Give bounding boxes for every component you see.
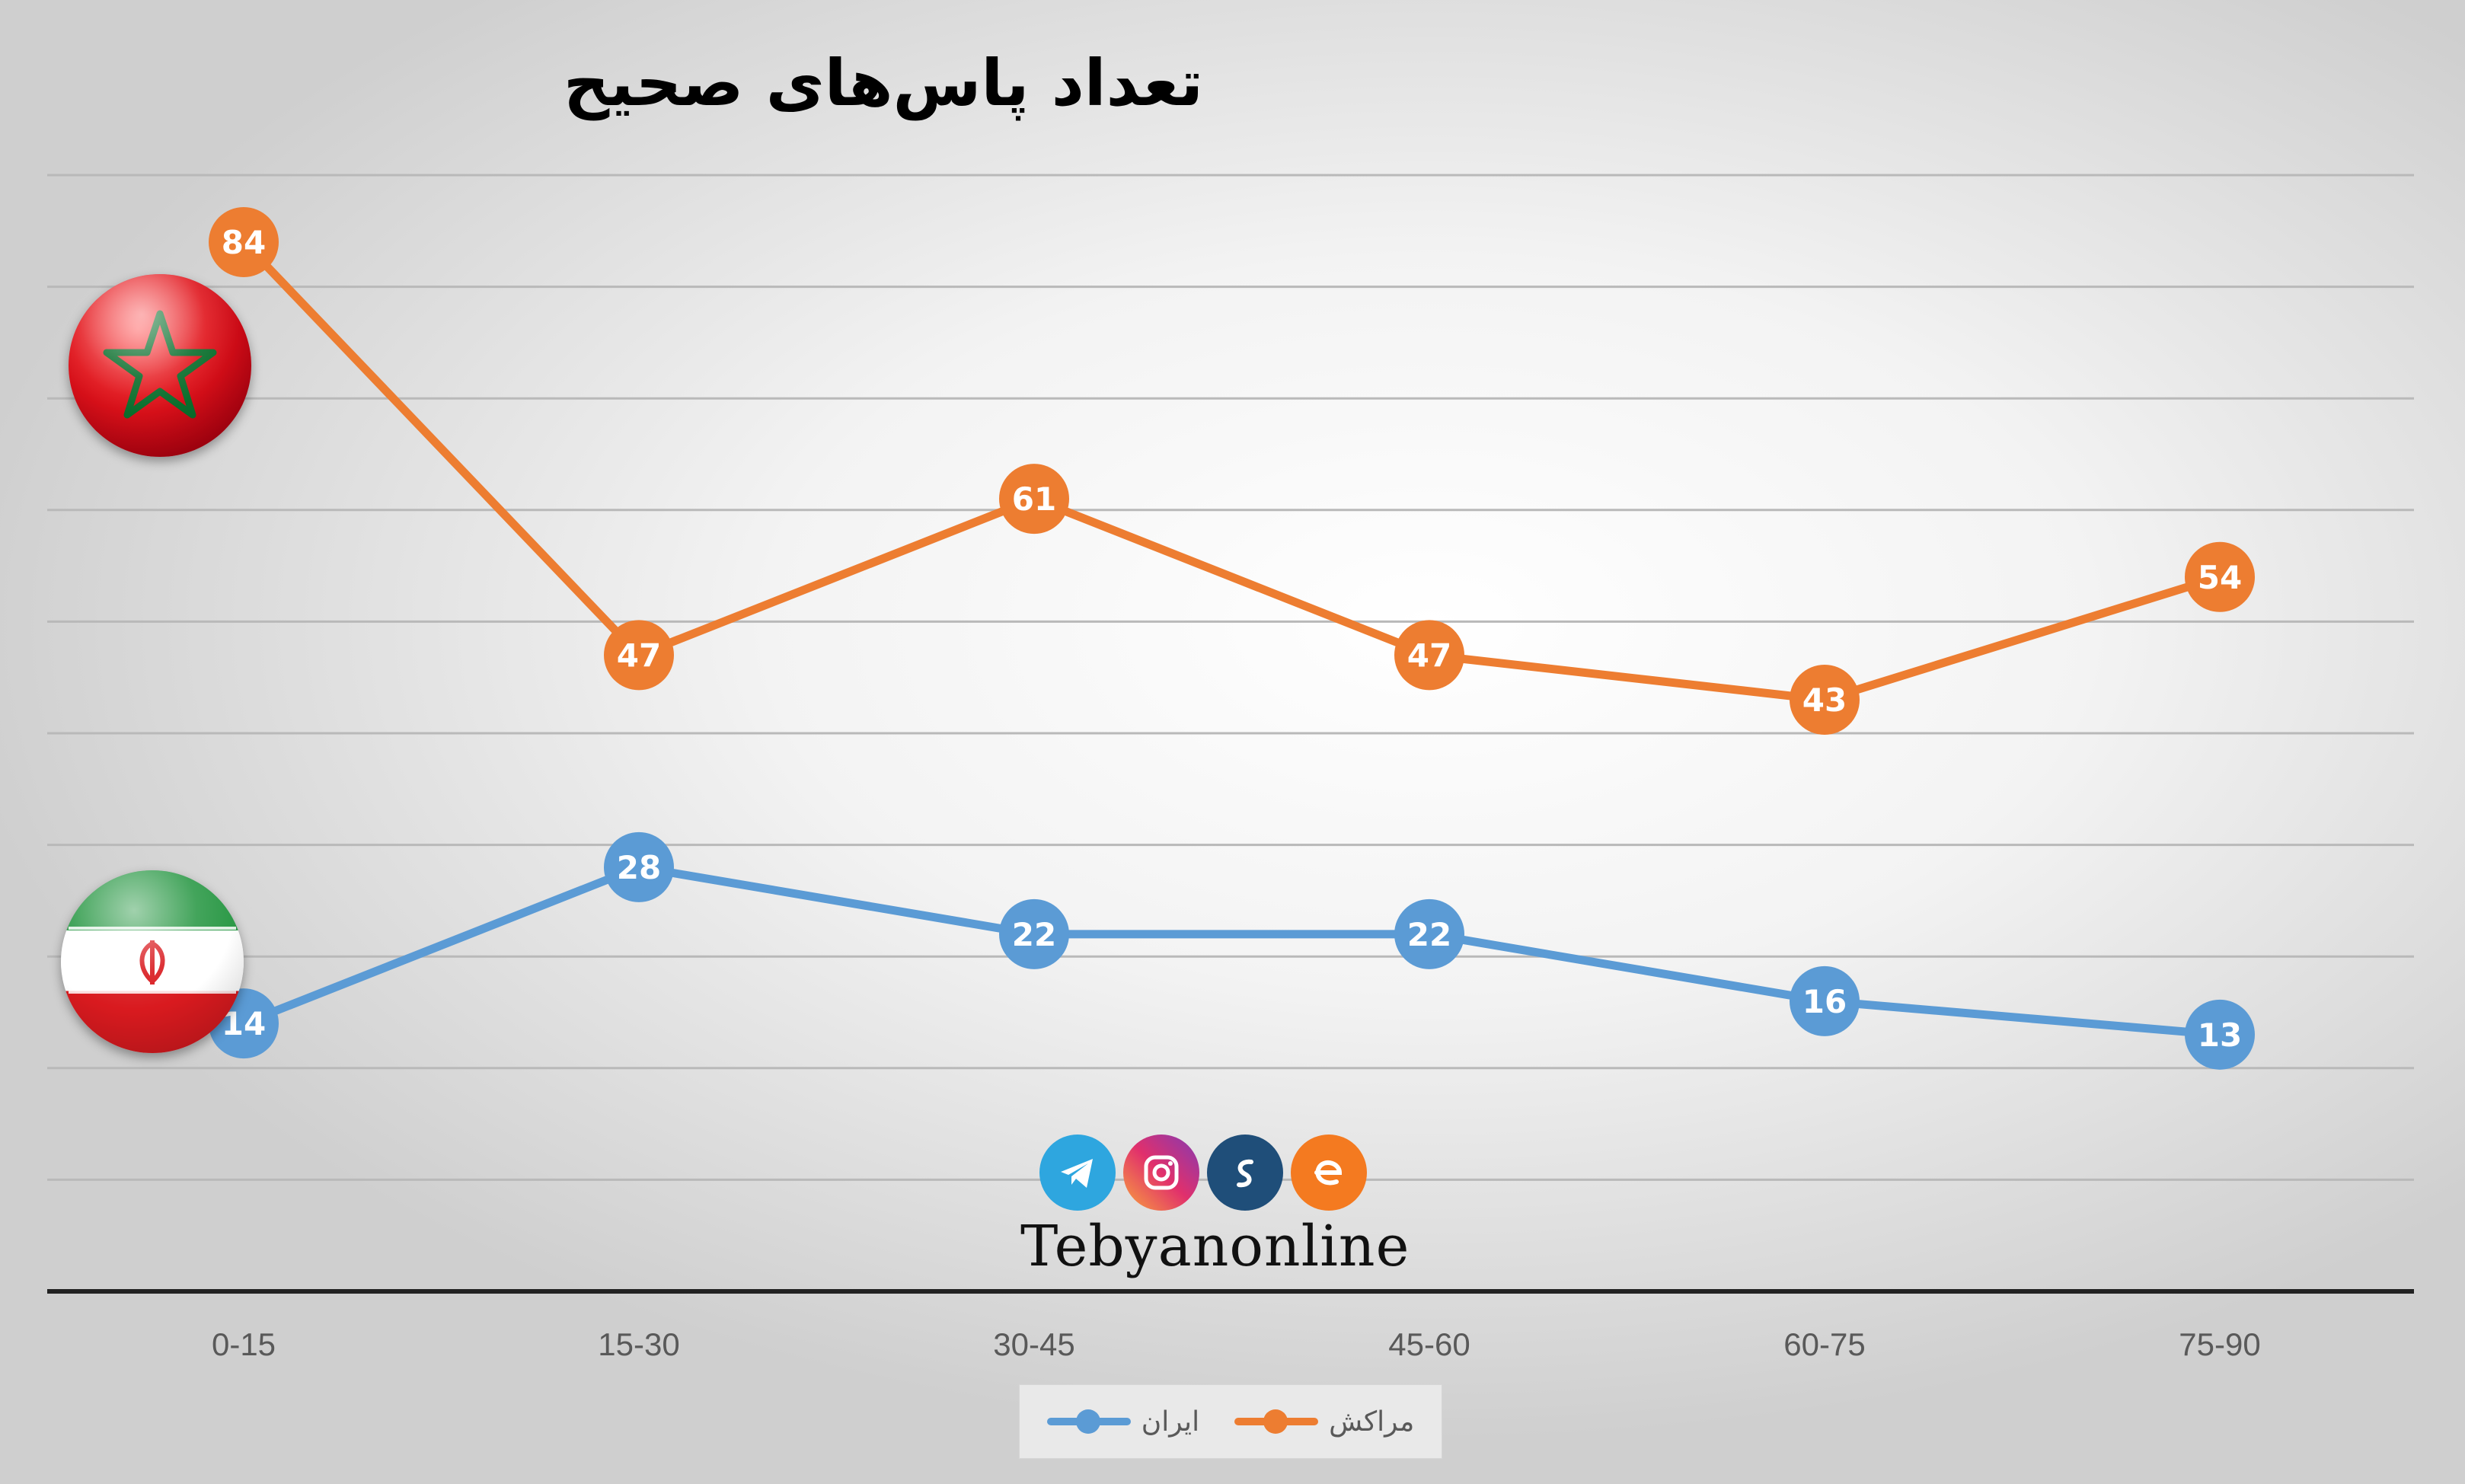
data-point <box>604 620 674 691</box>
x-tick-label: 30-45 <box>993 1326 1074 1362</box>
series-line <box>239 863 2224 1039</box>
chart-legend: مراکش ایران <box>1019 1384 1442 1459</box>
telegram-icon <box>1039 1135 1116 1211</box>
legend-swatch <box>1234 1409 1319 1434</box>
data-label: 22 <box>1012 916 1056 953</box>
data-point <box>1790 965 1860 1036</box>
data-point <box>1394 620 1464 691</box>
data-label: 43 <box>1802 681 1847 719</box>
data-label: 47 <box>1407 637 1451 674</box>
data-point <box>999 464 1069 535</box>
x-axis: 0-15 15-30 30-45 45-60 60-75 75-90 <box>47 1289 2414 1362</box>
instagram-icon <box>1123 1135 1199 1211</box>
data-label: 28 <box>617 849 661 886</box>
morocco-flag <box>69 274 251 457</box>
x-tick-label: 0-15 <box>212 1326 276 1362</box>
data-label: 13 <box>2198 1016 2242 1054</box>
data-point <box>604 831 674 902</box>
brand-watermark: Tebyanonline <box>1020 1135 1410 1279</box>
soroush-icon <box>1207 1135 1283 1211</box>
series-line <box>239 238 2224 704</box>
data-point <box>1394 898 1464 969</box>
data-point <box>2185 999 2255 1070</box>
data-label: 47 <box>617 637 661 674</box>
data-point <box>1790 665 1860 736</box>
gridlines <box>47 174 2414 1181</box>
legend-label: ایران <box>1141 1406 1200 1438</box>
data-label: 84 <box>222 224 266 261</box>
legend-item-iran: ایران <box>1046 1406 1200 1438</box>
data-point <box>209 206 279 277</box>
iran-flag <box>61 870 244 1053</box>
x-tick-label: 75-90 <box>2179 1326 2260 1362</box>
data-label: 22 <box>1407 916 1451 953</box>
data-label: 61 <box>1012 480 1056 518</box>
x-tick-label: 15-30 <box>598 1326 679 1362</box>
brand-name: Tebyanonline <box>1020 1214 1410 1279</box>
legend-swatch <box>1046 1409 1131 1434</box>
data-point <box>999 898 1069 969</box>
x-tick-label: 45-60 <box>1388 1326 1470 1362</box>
data-label: 54 <box>2198 559 2242 596</box>
legend-label: مراکش <box>1329 1406 1415 1438</box>
data-point <box>2185 541 2255 612</box>
eitaa-icon <box>1291 1135 1367 1211</box>
x-tick-label: 60-75 <box>1783 1326 1865 1362</box>
chart-title: تعداد پاس‌های صحیح <box>563 46 1204 120</box>
data-label: 16 <box>1802 983 1847 1020</box>
legend-item-morocco: مراکش <box>1234 1406 1414 1438</box>
